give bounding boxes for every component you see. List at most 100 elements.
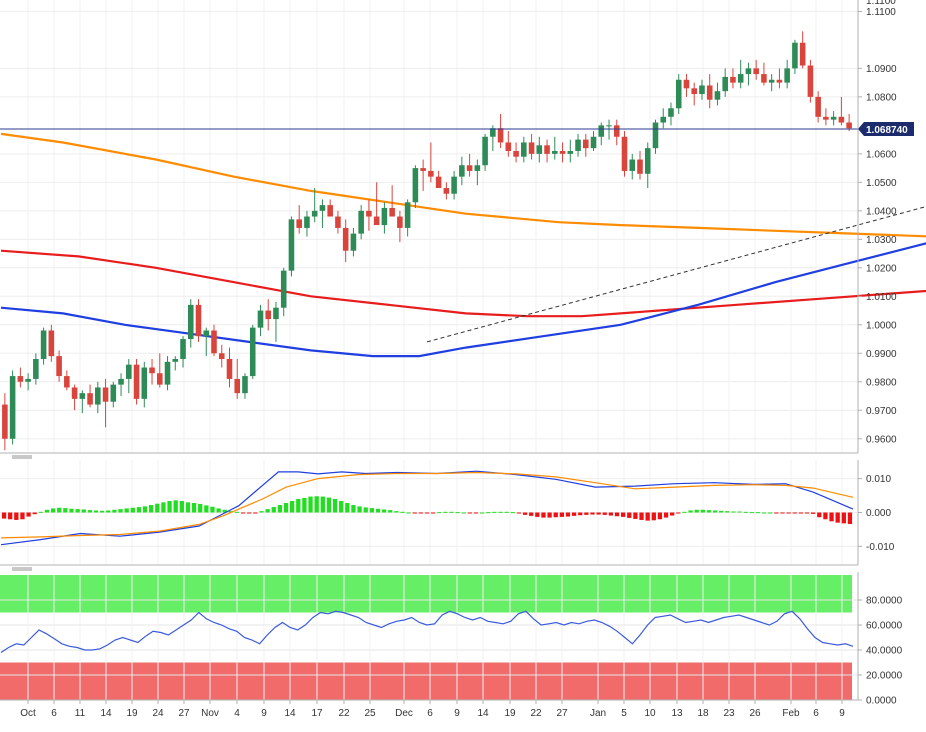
macd-histogram-bar	[510, 512, 515, 514]
candle-body	[319, 205, 326, 211]
macd-histogram-bar	[234, 511, 240, 513]
candle-body	[17, 376, 24, 382]
candle-body	[172, 358, 179, 362]
macd-histogram-bar	[645, 512, 650, 521]
rsi-zones	[0, 575, 852, 700]
date-tick-label: 6	[813, 708, 819, 719]
candle-body	[528, 142, 535, 154]
macd-histogram	[1, 496, 853, 525]
macd-histogram-bar	[694, 509, 699, 513]
macd-histogram-bar	[614, 512, 620, 517]
rsi-y-axis: 80.0000 60.0000 40.0000 20.0000 0.0000	[858, 596, 903, 707]
rsi-tick-label: 20.0000	[866, 671, 903, 682]
candle-body	[327, 205, 333, 217]
candle-body	[722, 76, 728, 92]
macd-histogram-bar	[590, 512, 595, 515]
macd-histogram-bar	[811, 512, 816, 514]
macd-histogram-bar	[326, 497, 332, 513]
candle-body	[559, 151, 566, 154]
macd-histogram-bar	[20, 512, 25, 520]
macd-histogram-bar	[375, 508, 381, 513]
macd-histogram-bar	[369, 508, 374, 513]
macd-histogram-bar	[277, 505, 283, 513]
trendline-layer	[426, 206, 926, 343]
date-tick-label: 17	[311, 708, 323, 719]
candle-body	[79, 393, 86, 399]
macd-histogram-bar	[63, 508, 68, 513]
price-tick-label: 1.1100	[866, 7, 896, 18]
date-tick-label: 22	[530, 708, 542, 719]
candle-body	[776, 79, 783, 83]
macd-histogram-bar	[774, 512, 779, 514]
candle-body	[815, 96, 821, 117]
date-tick-label: 5	[621, 708, 627, 719]
panel-resize-handle[interactable]	[12, 567, 32, 571]
macd-lines	[0, 470, 854, 546]
macd-histogram-bar	[749, 512, 755, 514]
candle-body	[745, 68, 752, 75]
macd-histogram-bar	[191, 503, 197, 513]
moving-average-line	[0, 249, 926, 318]
macd-histogram-bar	[332, 498, 338, 513]
macd-histogram-bar	[222, 509, 227, 513]
date-tick-label: 22	[338, 708, 350, 719]
rsi-tick-label: 40.0000	[866, 646, 903, 657]
macd-histogram-bar	[430, 512, 436, 514]
macd-histogram-bar	[731, 511, 736, 513]
macd-histogram-bar	[228, 511, 234, 513]
candle-body	[373, 216, 380, 226]
macd-tick-label: -0.010	[866, 542, 895, 553]
macd-histogram-bar	[8, 512, 13, 520]
macd-histogram-bar	[296, 498, 301, 513]
candle-body	[40, 330, 47, 359]
macd-histogram-bar	[670, 512, 675, 516]
macd-histogram-bar	[847, 512, 853, 525]
macd-histogram-bar	[351, 505, 356, 513]
macd-histogram-bar	[253, 512, 258, 514]
candle-body	[366, 210, 372, 217]
candle-body	[149, 367, 155, 374]
macd-histogram-bar	[627, 512, 632, 518]
macd-signal-line	[0, 471, 854, 539]
macd-histogram-bar	[602, 512, 607, 515]
date-tick-label: 11	[75, 708, 86, 719]
candle-body	[675, 79, 682, 109]
candle-body	[342, 227, 349, 251]
date-tick-label: 26	[749, 708, 761, 719]
macd-tick-label: 0.010	[866, 474, 891, 485]
macd-histogram-bar	[706, 510, 712, 513]
date-x-axis: Oct 6 11 14 19 24 27 Nov 4 9 14 17 22 25 Dec 6 9 14 19 22 27…	[20, 700, 845, 719]
macd-histogram-bar	[75, 509, 80, 513]
candle-body	[404, 202, 411, 228]
candle-body	[71, 387, 78, 399]
candle-body	[280, 270, 287, 308]
macd-histogram-bar	[743, 511, 748, 513]
macd-histogram-bar	[823, 512, 828, 520]
macd-histogram-bar	[173, 500, 178, 513]
candle-body	[482, 136, 488, 166]
candle-body	[699, 85, 705, 95]
candle-body	[33, 358, 39, 379]
macd-histogram-bar	[302, 497, 307, 513]
macd-histogram-bar	[522, 512, 528, 515]
macd-histogram-bar	[69, 508, 74, 513]
macd-histogram-bar	[167, 500, 172, 513]
price-tick-label: 1.0000	[866, 320, 897, 331]
candle-body	[156, 373, 163, 385]
candle-body	[288, 219, 295, 271]
price-tick-label-partial: 1.1100	[866, 0, 896, 7]
candle-body	[606, 125, 612, 127]
candle-body	[226, 358, 233, 379]
candle-body	[48, 330, 55, 357]
macd-histogram-bar	[608, 512, 614, 516]
macd-histogram-bar	[829, 512, 834, 522]
candle-body	[730, 76, 736, 83]
candle-body	[110, 384, 117, 402]
candle-body	[389, 207, 395, 217]
candle-body	[64, 376, 70, 388]
candle-body	[544, 145, 550, 154]
candle-body	[792, 42, 798, 69]
candle-body	[621, 136, 628, 171]
panel-resize-handle[interactable]	[12, 455, 32, 459]
macd-histogram-bar	[290, 500, 295, 513]
